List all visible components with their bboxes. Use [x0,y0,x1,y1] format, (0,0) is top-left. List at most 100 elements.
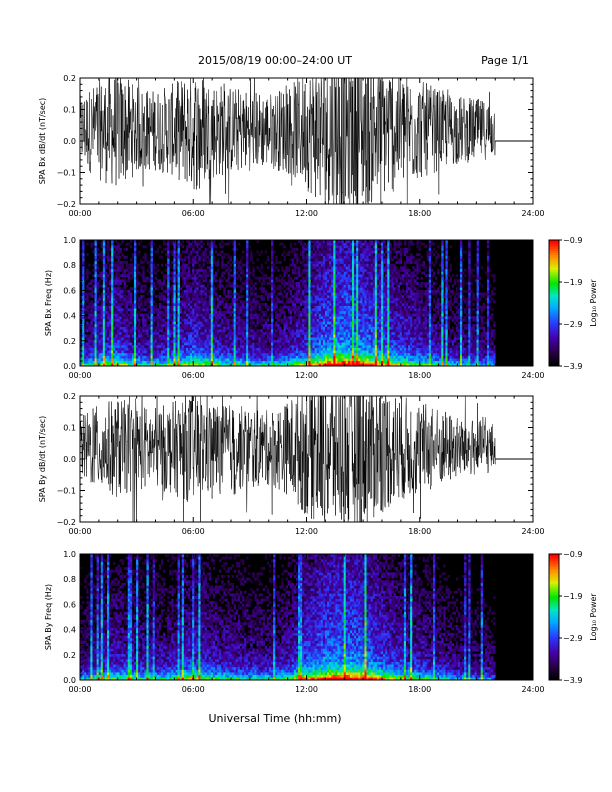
spectrogram-cell [95,321,97,324]
spectrogram-cell [111,335,113,338]
spectrogram-cell [211,248,213,251]
spectrogram-cell [304,279,306,282]
spectrogram-cell [242,251,244,254]
spectrogram-cell [256,329,258,332]
spectrogram-cell [333,300,335,303]
spectrogram-cell [157,251,159,254]
spectrogram-cell [267,308,269,311]
spectrogram-cell [217,361,219,364]
spectrogram-cell [261,308,263,311]
spectrogram-cell [300,345,302,348]
spectrogram-cell [82,287,84,290]
spectrogram-cell [117,324,119,327]
spectrogram-cell [304,285,306,288]
spectrogram-cell [323,261,325,264]
spectrogram-cell [182,295,184,298]
spectrogram-cell [178,285,180,288]
spectrogram-cell [188,293,190,296]
spectrogram-cell [275,345,277,348]
spectrogram-cell [261,319,263,322]
spectrogram-cell [117,253,119,256]
spectrogram-cell [292,261,294,264]
spectrogram-cell [107,293,109,296]
spectrogram-cell [277,314,279,317]
spectrogram-cell [323,269,325,272]
spectrogram-cell [101,295,103,298]
spectrogram-cell [211,311,213,314]
spectrogram-cell [165,248,167,251]
spectrogram-cell [329,316,331,319]
spectrogram-cell [103,327,105,330]
spectrogram-cell [329,293,331,296]
spectrogram-cell [115,308,117,311]
spectrogram-cell [128,319,130,322]
spectrogram-cell [99,358,101,361]
spectrogram-cell [178,324,180,327]
spectrogram-cell [313,300,315,303]
spectrogram-cell [286,356,288,359]
spectrogram-cell [288,279,290,282]
spectrogram-cell [205,248,207,251]
spectrogram-cell [219,353,221,356]
spectrogram-cell [261,358,263,361]
spectrogram-cell [329,337,331,340]
spectrogram-cell [182,345,184,348]
spectrogram-cell [180,358,182,361]
spectrogram-cell [124,340,126,343]
spectrogram-cell [300,293,302,296]
spectrogram-cell [329,248,331,251]
spectrogram-cell [107,256,109,259]
spectrogram-cell [111,245,113,248]
spectrogram-cell [277,261,279,264]
spectrogram-cell [256,295,258,298]
spectrogram-cell [205,361,207,364]
spectrogram-cell [327,298,329,301]
spectrogram-cell [171,243,173,246]
spectrogram-cell [126,345,128,348]
spectrogram-cell [256,314,258,317]
spectrogram-cell [163,324,165,327]
spectrogram-cell [267,324,269,327]
spectrogram-cell [184,272,186,275]
spectrogram-cell [213,245,215,248]
spectrogram-cell [190,350,192,353]
spectrogram-cell [342,348,344,351]
spectrogram-cell [342,319,344,322]
spectrogram-cell [146,298,148,301]
spectrogram-cell [346,353,348,356]
spectrogram-cell [310,329,312,332]
spectrogram-cell [173,256,175,259]
spectrogram-cell [296,319,298,322]
spectrogram-cell [331,300,333,303]
spectrogram-cell [344,353,346,356]
spectrogram-cell [248,358,250,361]
spectrogram-cell [315,337,317,340]
spectrogram-cell [217,340,219,343]
spectrogram-cell [163,356,165,359]
spectrogram-cell [194,327,196,330]
spectrogram-cell [167,245,169,248]
spectrogram-cell [304,329,306,332]
spectrogram-cell [173,356,175,359]
spectrogram-cell [184,335,186,338]
spectrogram-cell [327,274,329,277]
spectrogram-cell [254,327,256,330]
spectrogram-cell [134,335,136,338]
spectrogram-cell [290,282,292,285]
spectrogram-cell [95,300,97,303]
spectrogram-cell [136,342,138,345]
spectrogram-cell [149,272,151,275]
spectrogram-cell [188,277,190,280]
spectrogram-cell [124,269,126,272]
spectrogram-cell [99,327,101,330]
spectrogram-cell [128,300,130,303]
spectrogram-cell [194,332,196,335]
spectrogram-cell [335,282,337,285]
spectrogram-cell [344,306,346,309]
spectrogram-cell [340,345,342,348]
spectrogram-cell [315,303,317,306]
spectrogram-cell [215,324,217,327]
spectrogram-cell [178,356,180,359]
spectrogram-cell [246,269,248,272]
spectrogram-cell [117,251,119,254]
